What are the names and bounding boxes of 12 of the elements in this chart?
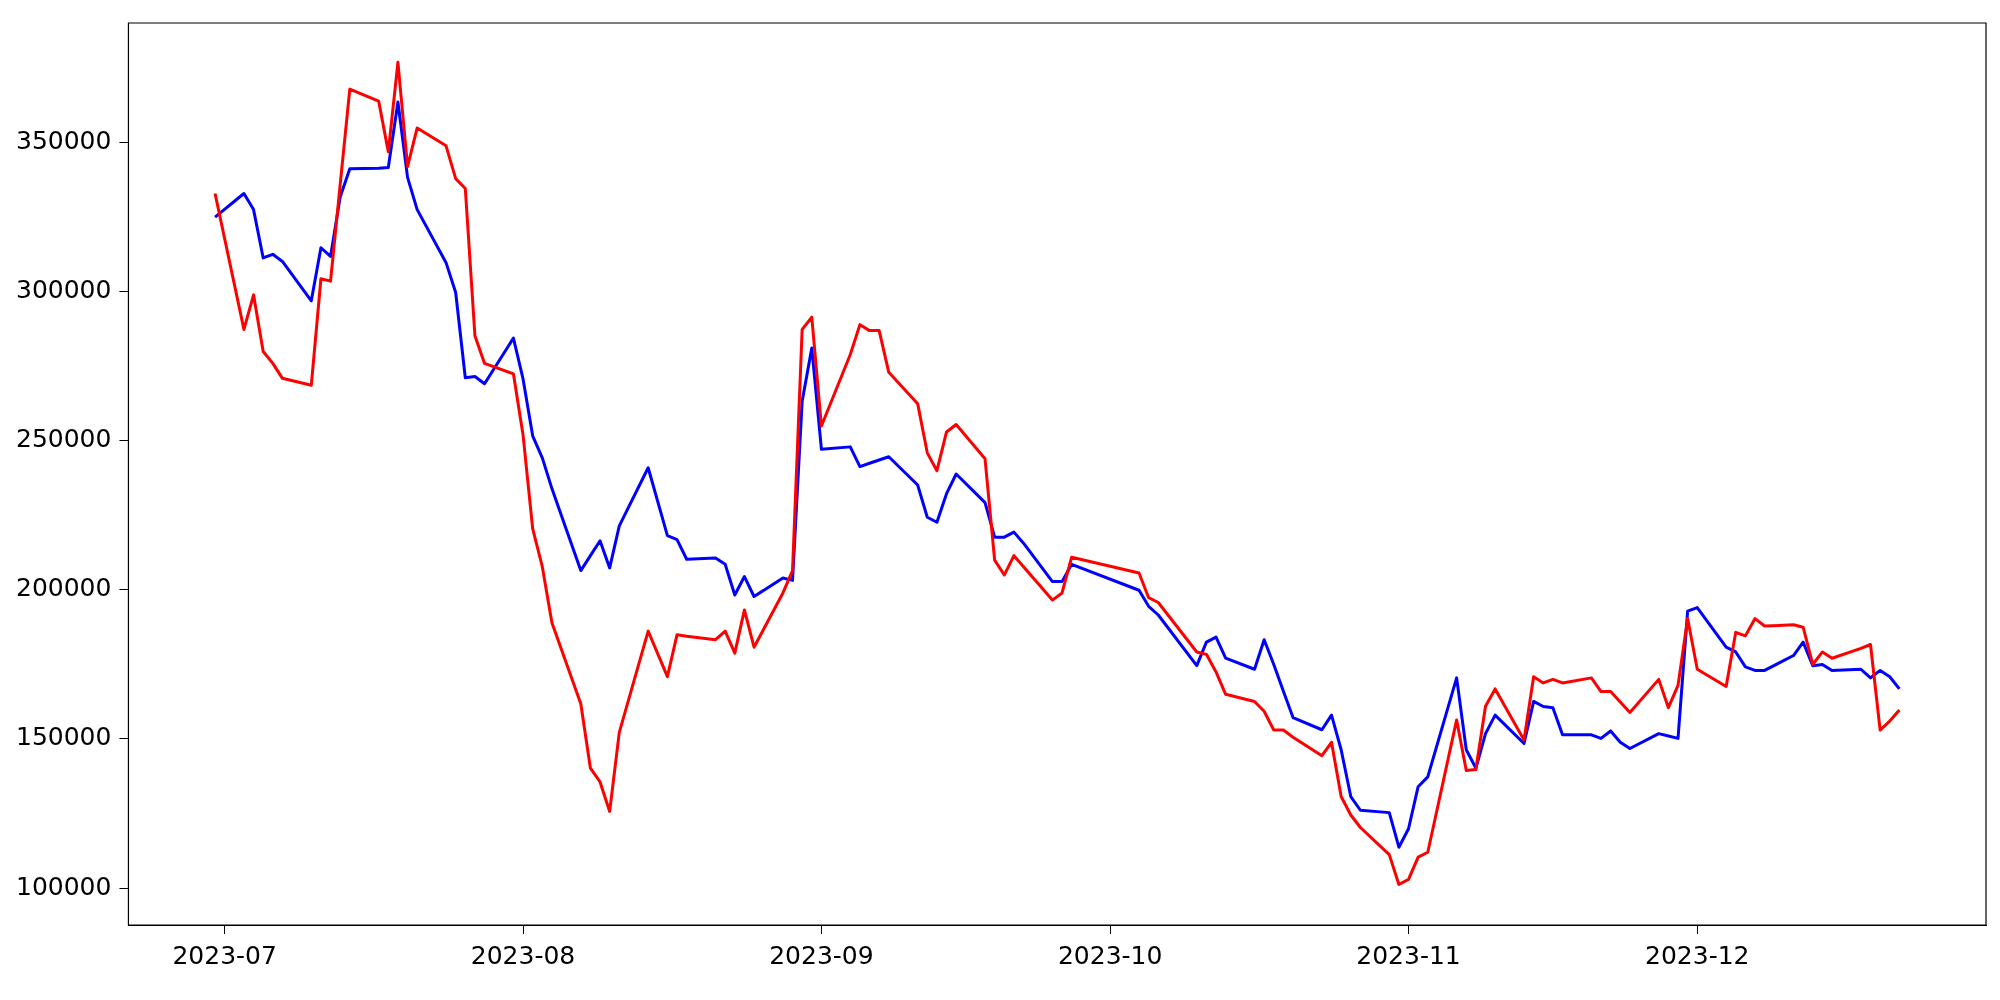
y-tick-label: 100000	[16, 871, 112, 901]
x-tick-label: 2023-09	[769, 940, 874, 970]
y-tick-label: 200000	[16, 573, 112, 603]
x-tick-label: 2023-11	[1356, 940, 1461, 970]
y-tick-label: 300000	[16, 275, 112, 305]
x-tick-label: 2023-07	[172, 940, 277, 970]
x-tick-label: 2023-08	[470, 940, 576, 970]
y-tick-label: 250000	[16, 424, 112, 454]
y-tick-label: 350000	[16, 126, 112, 156]
y-tick-label: 150000	[16, 722, 112, 752]
x-tick-label: 2023-10	[1057, 940, 1163, 970]
x-tick-label: 2023-12	[1645, 940, 1750, 970]
